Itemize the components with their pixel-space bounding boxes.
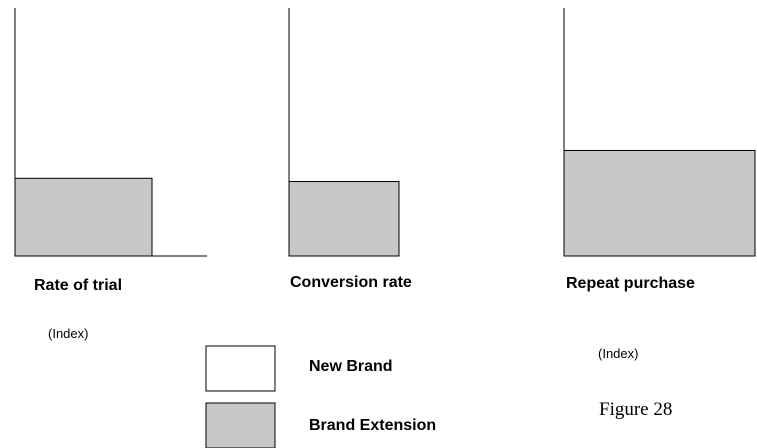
index-label-left: (Index) <box>48 326 89 341</box>
figure-label: Figure 28 <box>599 399 673 420</box>
bar-conversion-rate-brand-extension <box>288 181 400 257</box>
panel-label-repeat-purchase: Repeat purchase <box>566 275 695 292</box>
index-label-right: (Index) <box>598 346 639 361</box>
legend-swatch-new-brand <box>205 345 276 392</box>
panel-label-rate-of-trial: Rate of trial <box>34 277 123 294</box>
legend-swatch-brand-extension <box>205 402 276 448</box>
panel-rate-of-trial <box>14 8 207 257</box>
panel-label-conversion-rate: Conversion rate <box>290 274 412 291</box>
legend-label-new-brand: New Brand <box>309 358 393 375</box>
bar-repeat-purchase-brand-extension <box>563 149 756 257</box>
panel-conversion-rate <box>288 8 400 257</box>
legend-label-brand-extension: Brand Extension <box>309 417 437 434</box>
bar-rate-of-trial-brand-extension <box>14 177 153 257</box>
panel-repeat-purchase <box>563 8 756 257</box>
